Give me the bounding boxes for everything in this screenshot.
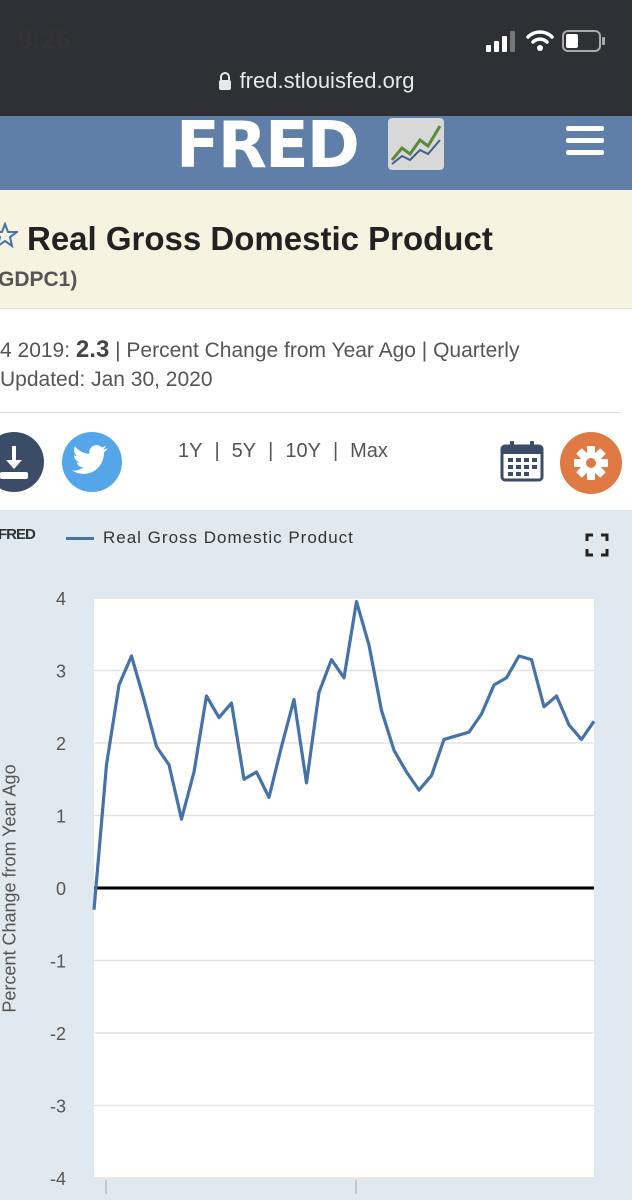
y-tick-label: -4 <box>50 1169 66 1189</box>
line-chart[interactable]: 4 3 2 1 0 -1 -2 -3 -4 <box>0 510 632 1200</box>
download-icon <box>0 446 28 479</box>
clock: 9:26 <box>18 24 71 54</box>
legend-swatch <box>66 537 94 540</box>
observation-line: 4 2019: 2.3 | Percent Change from Year A… <box>0 336 519 364</box>
settings-button[interactable] <box>560 432 622 494</box>
lock-icon <box>218 72 231 90</box>
download-button[interactable] <box>0 432 44 492</box>
y-tick-label: 1 <box>56 807 66 827</box>
range-separator: | <box>332 440 339 462</box>
fred-chart-logo-icon <box>388 118 444 170</box>
y-tick-label: 4 <box>56 589 66 609</box>
url-text: fred.stlouisfed.org <box>239 68 415 93</box>
chart-fred-logo: FRED <box>0 526 36 543</box>
gear-icon <box>574 446 608 480</box>
divider <box>0 412 620 413</box>
status-bar <box>0 0 632 116</box>
y-tick-label: 0 <box>56 879 66 899</box>
series-line-real-gdp <box>92 599 596 910</box>
observation-period: 4 2019: <box>0 339 71 362</box>
fullscreen-icon[interactable] <box>585 533 609 557</box>
signal-icon <box>486 31 515 52</box>
range-5y[interactable]: 5Y <box>231 440 257 462</box>
fred-logo[interactable]: FRED <box>176 109 360 183</box>
updated-date: Jan 30, 2020 <box>91 368 213 391</box>
units-text: | Percent Change from Year Ago | Quarter… <box>115 339 520 362</box>
title-panel <box>0 190 632 309</box>
range-1y[interactable]: 1Y <box>178 440 203 462</box>
y-tick-label: 3 <box>56 662 66 682</box>
observation-value: 2.3 <box>75 336 110 363</box>
range-separator: | <box>268 440 274 462</box>
legend-label: Real Gross Domestic Product <box>103 528 354 547</box>
wifi-icon <box>526 30 554 51</box>
series-id: GDPC1) <box>0 268 78 291</box>
range-10y[interactable]: 10Y <box>285 440 321 462</box>
y-tick-label: -3 <box>50 1097 66 1117</box>
twitter-share-button[interactable] <box>62 432 122 492</box>
date-range-selector: 1Y | 5Y | 10Y | Max <box>178 440 388 463</box>
updated-label: Updated: <box>0 368 86 391</box>
calendar-icon[interactable] <box>500 440 544 482</box>
page-title: Real Gross Domestic Product <box>27 220 493 257</box>
address-bar[interactable]: fred.stlouisfed.org <box>0 68 632 94</box>
range-separator: | <box>214 440 220 462</box>
y-tick-label: -2 <box>50 1024 66 1044</box>
updated-line: Updated: Jan 30, 2020 <box>0 368 213 392</box>
menu-icon[interactable] <box>566 126 604 156</box>
star-icon[interactable] <box>0 222 18 248</box>
battery-icon <box>562 30 605 52</box>
range-max[interactable]: Max <box>350 440 388 462</box>
site-header <box>0 116 632 190</box>
twitter-icon <box>72 445 108 474</box>
y-tick-label: -1 <box>50 952 66 972</box>
y-tick-label: 2 <box>56 734 66 754</box>
